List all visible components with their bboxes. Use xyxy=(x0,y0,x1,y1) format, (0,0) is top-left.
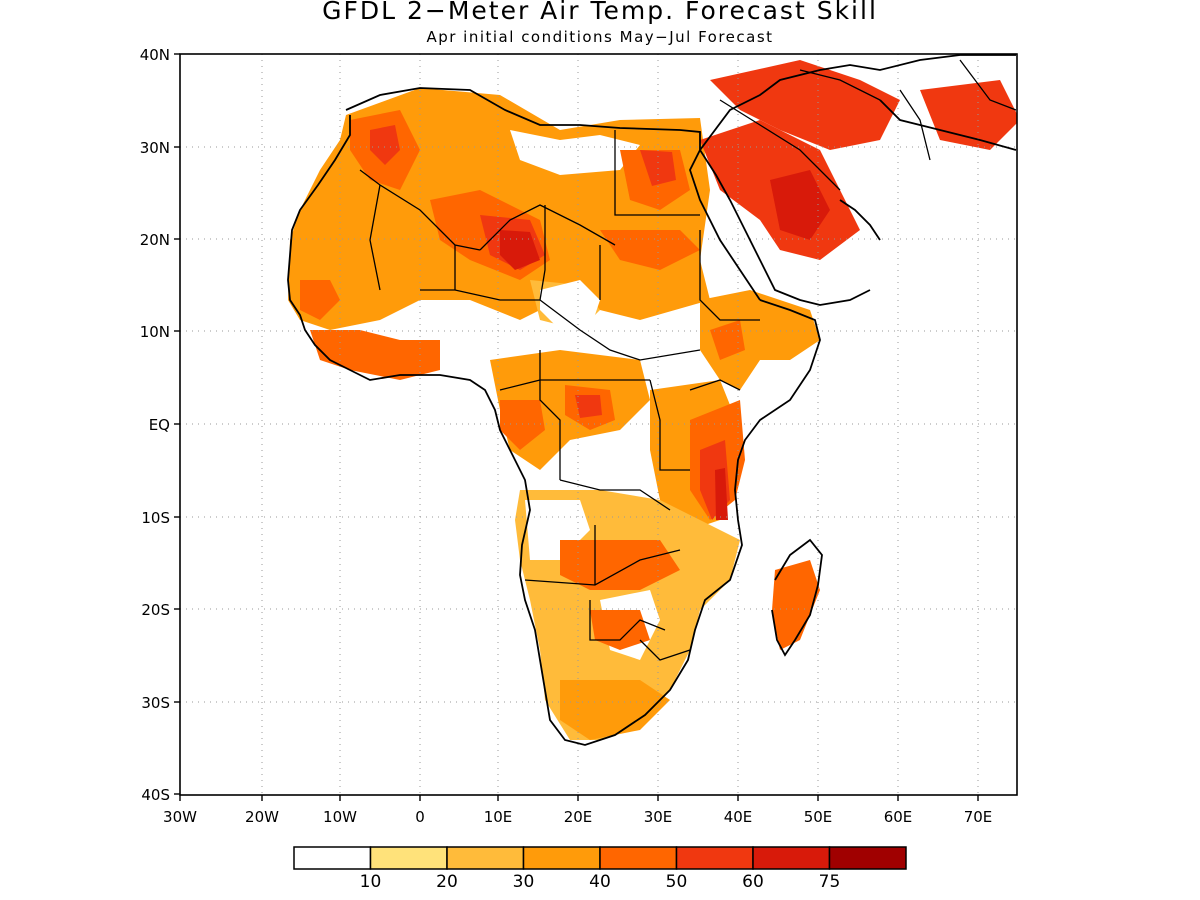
country-border xyxy=(959,59,1017,111)
skill-region xyxy=(560,680,670,740)
country-border xyxy=(539,350,561,480)
country-borders xyxy=(359,59,1017,661)
plot-area xyxy=(180,54,1017,795)
country-border xyxy=(649,379,690,471)
skill-region xyxy=(700,290,820,390)
country-border xyxy=(359,169,481,251)
skill-region xyxy=(710,60,900,150)
longitude-axis: 30W 20W 10W 0 10E 20E 30E 40E 50E 60E 70E xyxy=(163,795,992,826)
skill-region xyxy=(772,560,820,650)
skill-region xyxy=(600,230,700,270)
country-border xyxy=(614,130,700,216)
country-border xyxy=(719,99,841,191)
country-border xyxy=(699,230,760,321)
legend-label: 60 xyxy=(742,872,764,892)
longitude-tick-label: 30W xyxy=(163,808,197,826)
latitude-tick-label: 40S xyxy=(141,786,170,804)
skill-region xyxy=(920,80,1017,150)
country-border xyxy=(524,549,681,586)
longitude-tick-label: 20W xyxy=(245,808,279,826)
legend-swatch xyxy=(446,846,525,870)
coastline xyxy=(699,149,871,306)
country-border xyxy=(689,379,741,391)
map-title: GFDL 2−Meter Air Temp. Forecast Skill xyxy=(322,0,878,25)
legend-label: 75 xyxy=(819,872,841,892)
country-border xyxy=(539,299,701,361)
legend-label: 20 xyxy=(436,872,458,892)
legend-swatch xyxy=(599,846,678,870)
latitude-tick-label: EQ xyxy=(149,416,170,434)
skill-region xyxy=(500,400,545,450)
legend-label: 30 xyxy=(513,872,535,892)
country-border xyxy=(420,289,540,301)
legend-swatch xyxy=(522,846,601,870)
longitude-tick-label: 10W xyxy=(323,808,357,826)
latitude-tick-label: 30N xyxy=(140,139,170,157)
country-border xyxy=(639,639,691,661)
legend-swatch xyxy=(369,846,448,870)
coastline xyxy=(879,99,1017,151)
coastline xyxy=(689,149,761,301)
latitude-tick-label: 30S xyxy=(141,694,170,712)
country-border xyxy=(799,69,881,101)
skill-region xyxy=(370,125,400,165)
skill-region xyxy=(500,230,540,270)
legend-colorbar: 10 20 30 40 50 60 75 xyxy=(293,846,907,892)
skill-region xyxy=(300,280,340,320)
legend-swatch xyxy=(675,846,754,870)
skill-region xyxy=(540,280,600,330)
longitude-tick-label: 50E xyxy=(804,808,833,826)
legend-swatch xyxy=(828,846,907,870)
coastlines xyxy=(287,54,1017,746)
latitude-tick-label: 40N xyxy=(140,46,170,64)
country-border xyxy=(479,204,616,251)
legend-swatch xyxy=(752,846,831,870)
coastline xyxy=(839,199,881,241)
longitude-tick-label: 30E xyxy=(644,808,673,826)
latitude-tick-label: 10N xyxy=(140,323,170,341)
latitude-tick-label: 20N xyxy=(140,231,170,249)
country-border xyxy=(539,205,546,301)
longitude-tick-label: 0 xyxy=(415,808,425,826)
skill-region xyxy=(560,540,680,590)
legend-swatch xyxy=(293,846,372,870)
country-border xyxy=(589,600,666,641)
country-border xyxy=(559,479,671,511)
legend-label: 50 xyxy=(666,872,688,892)
skill-region xyxy=(715,468,728,520)
latitude-tick-label: 20S xyxy=(141,601,170,619)
country-border xyxy=(499,379,650,391)
country-border xyxy=(369,184,381,291)
skill-region xyxy=(310,330,440,380)
longitude-tick-label: 20E xyxy=(564,808,593,826)
longitude-tick-label: 10E xyxy=(484,808,513,826)
longitude-tick-label: 70E xyxy=(964,808,993,826)
longitude-tick-label: 40E xyxy=(724,808,753,826)
map-subtitle: Apr initial conditions May−Jul Forecast xyxy=(426,28,774,46)
legend-label: 40 xyxy=(589,872,611,892)
skill-region xyxy=(770,170,830,240)
skill-region xyxy=(510,130,640,175)
latitude-axis: 40N 30N 20N 10N EQ 10S 20S 30S 40S xyxy=(140,46,180,804)
skill-region xyxy=(710,320,745,360)
coastline xyxy=(287,115,821,746)
legend-label: 10 xyxy=(360,872,382,892)
latitude-tick-label: 10S xyxy=(141,509,170,527)
coastline xyxy=(345,54,1016,153)
coastline xyxy=(771,538,823,657)
longitude-tick-label: 60E xyxy=(884,808,913,826)
skill-region xyxy=(575,395,602,418)
country-border xyxy=(899,89,931,161)
